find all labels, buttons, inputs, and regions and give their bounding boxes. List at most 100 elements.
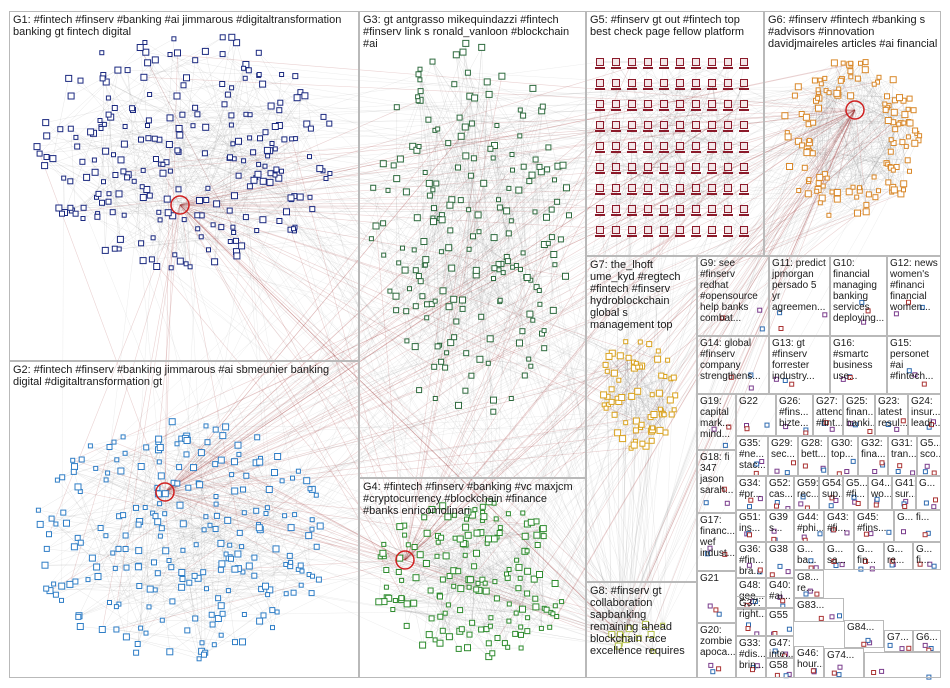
- edge: [214, 463, 261, 530]
- edge: [155, 515, 287, 594]
- edge: [798, 61, 866, 142]
- edge: [818, 109, 886, 184]
- node: [106, 191, 112, 197]
- group-panel-gg: G... fi...: [894, 510, 941, 542]
- edge: [404, 559, 551, 613]
- edge: [107, 472, 261, 530]
- edge: [36, 115, 232, 147]
- node: [260, 612, 267, 619]
- node: [262, 163, 268, 169]
- node: [231, 565, 239, 573]
- node: [203, 197, 210, 203]
- edge: [179, 63, 852, 206]
- edge: [137, 565, 291, 645]
- edge: [387, 518, 467, 598]
- edge: [294, 92, 301, 228]
- node: [228, 112, 235, 119]
- edge: [817, 98, 891, 152]
- edge: [105, 117, 111, 251]
- edge: [404, 534, 545, 609]
- edge: [679, 82, 697, 147]
- edge: [486, 81, 558, 202]
- edge: [169, 624, 213, 653]
- node: [43, 154, 50, 160]
- edge: [621, 198, 823, 636]
- group-panel-g20: G20: zombie apoca...: [697, 623, 736, 678]
- edge: [429, 195, 622, 636]
- edge: [650, 64, 850, 418]
- group-label: G45: #fins...: [857, 512, 887, 534]
- edge: [186, 454, 646, 625]
- edge: [106, 479, 396, 601]
- node: [229, 85, 235, 91]
- edge: [471, 264, 499, 376]
- edge: [148, 463, 216, 608]
- group-panel-g9: G9: see #finserv redhat #opensource help…: [697, 256, 769, 336]
- edge: [187, 439, 247, 477]
- node: [105, 198, 112, 205]
- edge: [139, 47, 148, 126]
- edge: [628, 399, 671, 629]
- edge: [599, 103, 745, 126]
- group-panel-g28: G28: bett...: [798, 436, 828, 476]
- group-label: G52: cas...: [769, 478, 793, 500]
- edge: [157, 559, 406, 574]
- node: [425, 116, 432, 123]
- edge: [514, 550, 528, 634]
- edge: [182, 114, 205, 530]
- group-panel-g16: G16: #smartc business use...: [830, 336, 887, 394]
- node: [282, 513, 288, 519]
- group-panel-gh: G...: [916, 476, 941, 510]
- edge: [171, 435, 224, 568]
- edge: [636, 113, 802, 422]
- edge: [608, 341, 641, 405]
- edge: [49, 109, 856, 591]
- edge: [431, 509, 461, 540]
- edge: [652, 393, 660, 428]
- edge: [462, 51, 541, 305]
- node: [147, 92, 153, 97]
- edge: [661, 376, 666, 411]
- group-label: G41: sur...: [895, 478, 916, 500]
- node: [183, 451, 190, 458]
- edge: [837, 139, 892, 193]
- edge: [472, 145, 495, 237]
- node: [503, 207, 511, 215]
- edge: [126, 177, 181, 262]
- edge: [823, 185, 867, 206]
- edge: [181, 438, 287, 565]
- edge: [507, 261, 512, 399]
- node: [392, 292, 400, 300]
- edge: [274, 61, 433, 473]
- edge: [107, 229, 649, 474]
- group-label: G28: bett...: [801, 438, 827, 460]
- edge: [155, 59, 652, 635]
- edge: [472, 514, 557, 617]
- node: [219, 81, 226, 87]
- edge: [171, 510, 257, 568]
- edge: [70, 128, 76, 214]
- edge: [647, 82, 713, 147]
- edge: [541, 536, 544, 629]
- edge: [448, 306, 451, 343]
- group-panel-g13: G13: gt #finserv forrester industry...: [769, 336, 830, 394]
- edge: [467, 591, 487, 648]
- edge: [399, 538, 495, 559]
- edge: [414, 220, 512, 347]
- edge: [442, 579, 470, 588]
- node: [263, 511, 269, 516]
- edge: [524, 244, 545, 376]
- edge: [69, 204, 181, 585]
- edge: [494, 538, 536, 599]
- edge: [631, 103, 697, 210]
- edge: [471, 533, 478, 623]
- group-panel-g33: G33: #dis... brin...: [736, 636, 766, 678]
- edge: [392, 513, 509, 610]
- edge: [809, 142, 854, 188]
- edge: [237, 480, 307, 555]
- node: [234, 550, 242, 558]
- group-label: G59: rec...: [797, 478, 819, 500]
- edge: [96, 69, 119, 198]
- node: [145, 117, 152, 124]
- node: [219, 610, 226, 617]
